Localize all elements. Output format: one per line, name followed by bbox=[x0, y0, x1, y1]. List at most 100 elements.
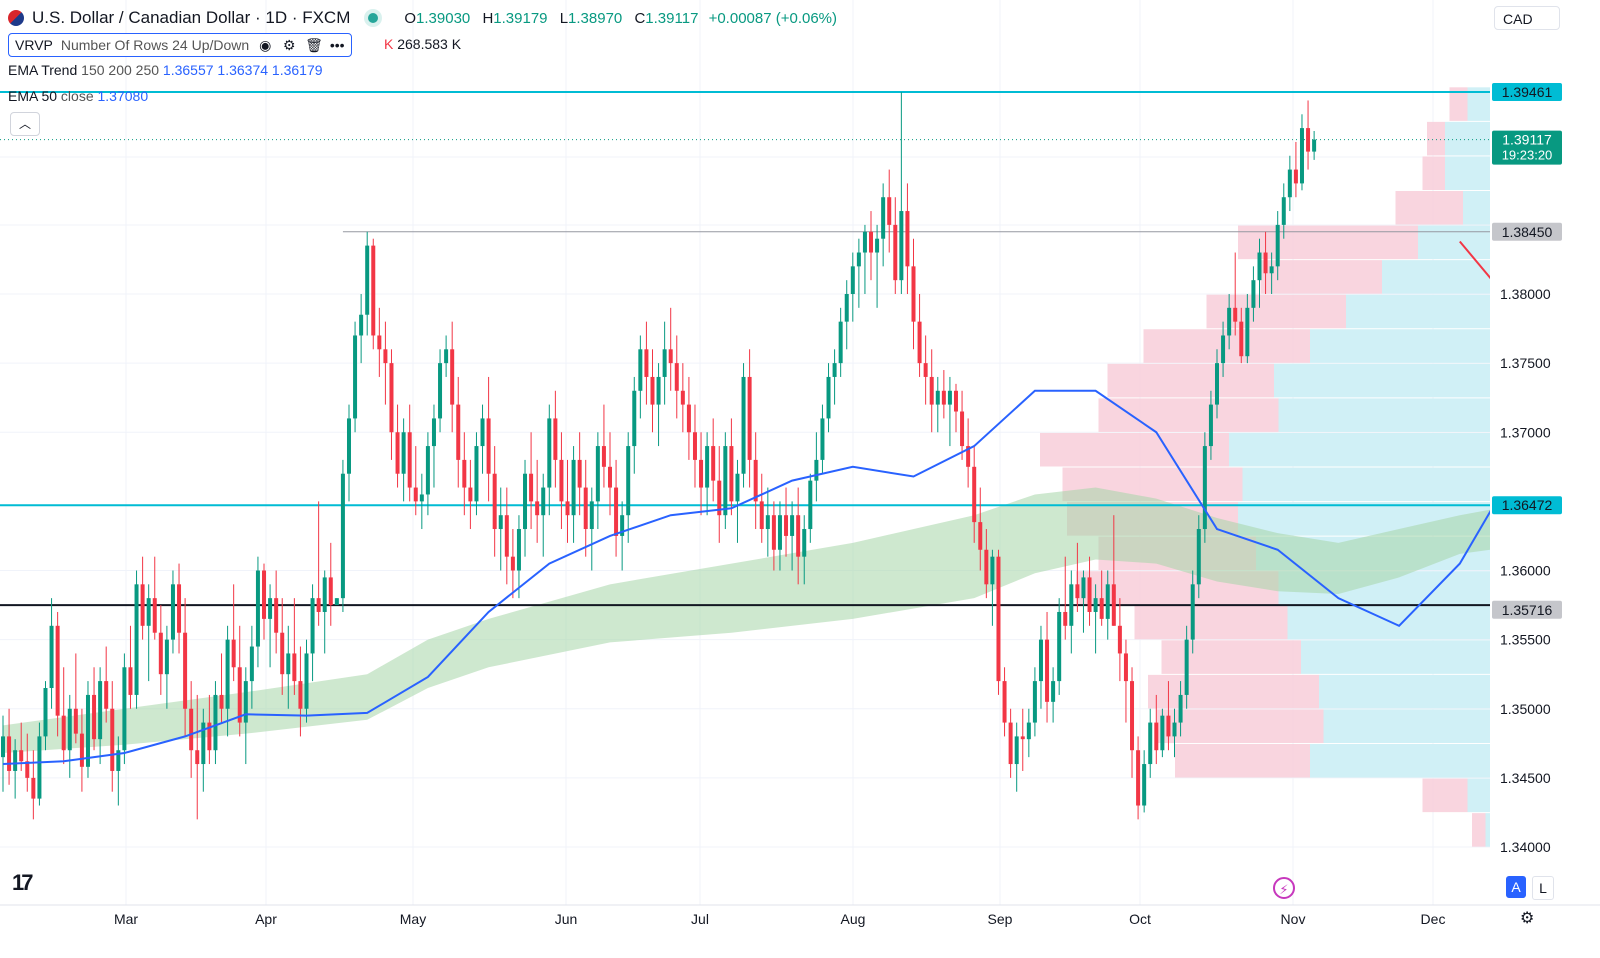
candle-body-50 bbox=[304, 653, 309, 709]
candle-body-54 bbox=[328, 577, 333, 606]
flash-icon[interactable]: ⚡ bbox=[1273, 877, 1295, 899]
candle-body-102 bbox=[620, 515, 625, 536]
candle-body-52 bbox=[316, 598, 321, 612]
candle-body-98 bbox=[595, 446, 600, 502]
candle-body-176 bbox=[1069, 584, 1074, 626]
candle-body-203 bbox=[1233, 307, 1238, 322]
candle-body-27 bbox=[164, 639, 169, 675]
candle-body-56 bbox=[340, 473, 345, 599]
symbol-header: U.S. Dollar / Canadian Dollar · 1D · FXC… bbox=[8, 8, 837, 28]
ema50-legend[interactable]: EMA 50 close 1.37080 bbox=[8, 88, 149, 104]
candle-body-156 bbox=[947, 390, 952, 405]
symbol-title[interactable]: U.S. Dollar / Canadian Dollar · 1D · FXC… bbox=[32, 8, 351, 27]
vp-down-4 bbox=[1134, 605, 1288, 640]
price-tag-label-0: 1.39461 bbox=[1502, 84, 1553, 100]
candle-body-73 bbox=[444, 349, 449, 364]
candle-body-91 bbox=[553, 418, 558, 460]
candle-body-186 bbox=[1130, 681, 1135, 751]
candle-body-146 bbox=[887, 197, 892, 225]
trash-icon[interactable]: 🗑 bbox=[305, 37, 323, 53]
ema-trend-legend[interactable]: EMA Trend 150 200 250 1.36557 1.36374 1.… bbox=[8, 62, 323, 78]
candle-body-24 bbox=[146, 598, 151, 626]
vp-up-3 bbox=[1301, 640, 1490, 674]
candle-body-70 bbox=[425, 446, 430, 495]
candle-body-169 bbox=[1026, 722, 1031, 740]
candle-body-80 bbox=[486, 418, 491, 474]
candle-body-174 bbox=[1057, 611, 1062, 682]
candle-body-182 bbox=[1105, 584, 1110, 619]
candle-body-76 bbox=[462, 459, 467, 488]
log-scale-button[interactable]: L bbox=[1532, 876, 1554, 900]
x-tick-label-2: May bbox=[400, 911, 426, 927]
more-icon[interactable]: ••• bbox=[329, 37, 345, 53]
candle-body-32 bbox=[195, 750, 200, 765]
candle-body-25 bbox=[152, 598, 157, 633]
candle-body-35 bbox=[213, 694, 218, 751]
candle-body-150 bbox=[911, 266, 916, 322]
candle-body-51 bbox=[310, 598, 315, 654]
candle-body-84 bbox=[510, 556, 515, 571]
settings-icon[interactable]: ⚙ bbox=[282, 37, 296, 53]
candle-body-71 bbox=[431, 418, 436, 447]
candle-body-160 bbox=[972, 466, 977, 523]
vp-down-11 bbox=[1107, 363, 1274, 398]
collapse-legend-button[interactable]: ︿ bbox=[10, 112, 40, 136]
candle-body-192 bbox=[1166, 715, 1171, 737]
candle-body-90 bbox=[547, 418, 552, 488]
price-change: +0.00087 (+0.06%) bbox=[708, 9, 838, 27]
tradingview-logo-icon[interactable]: 17 bbox=[12, 870, 34, 895]
candle-body-179 bbox=[1087, 577, 1092, 612]
candle-body-69 bbox=[419, 494, 424, 502]
candle-body-28 bbox=[170, 584, 175, 640]
candle-body-147 bbox=[893, 224, 898, 281]
eye-icon[interactable]: ◉ bbox=[259, 37, 272, 53]
price-tag-countdown: 19:23:20 bbox=[1502, 148, 1553, 163]
vp-down-17 bbox=[1422, 156, 1445, 191]
vp-up-10 bbox=[1278, 398, 1490, 432]
y-tick-label-5: 1.37000 bbox=[1500, 424, 1551, 440]
vrvp-params: Number Of Rows 24 Up/Down bbox=[60, 37, 250, 53]
candle-body-142 bbox=[862, 231, 867, 253]
candle-body-64 bbox=[389, 363, 394, 433]
x-tick-label-4: Jul bbox=[691, 911, 709, 927]
candle-body-85 bbox=[516, 529, 521, 571]
candle-body-57 bbox=[346, 418, 351, 474]
candle-body-6 bbox=[37, 736, 42, 799]
vp-up-8 bbox=[1242, 467, 1490, 502]
time-axis[interactable]: Mar Apr May Jun Jul Aug Sep Oct Nov Dec bbox=[0, 904, 1600, 927]
candle-body-214 bbox=[1299, 128, 1304, 184]
candle-body-152 bbox=[923, 363, 928, 377]
x-tick-label-7: Oct bbox=[1129, 911, 1151, 927]
candle-body-49 bbox=[298, 681, 303, 709]
candle-body-67 bbox=[407, 432, 412, 488]
auto-scale-button[interactable]: A bbox=[1506, 876, 1526, 898]
candle-body-195 bbox=[1184, 639, 1189, 695]
candle-body-29 bbox=[177, 584, 182, 633]
candle-body-155 bbox=[941, 390, 946, 405]
chart-settings-icon[interactable]: ⚙ bbox=[1520, 910, 1535, 927]
candle-body-7 bbox=[43, 688, 48, 737]
candle-body-36 bbox=[219, 694, 224, 709]
candle-body-60 bbox=[365, 245, 370, 315]
vp-down-18 bbox=[1427, 121, 1445, 156]
candle-body-126 bbox=[765, 515, 770, 530]
vp-down-0 bbox=[1175, 744, 1310, 778]
candle-body-143 bbox=[869, 231, 874, 253]
price-tag-bg-4 bbox=[1492, 600, 1562, 619]
vp-up-19 bbox=[1467, 87, 1490, 121]
candle-body-14 bbox=[85, 694, 90, 767]
horizontal-levels[interactable] bbox=[0, 91, 1490, 607]
price-tag-bg-2 bbox=[1492, 222, 1562, 241]
candle-body-202 bbox=[1227, 307, 1232, 336]
vrvp-legend[interactable]: VRVP Number Of Rows 24 Up/Down ◉ ⚙ 🗑 ••• bbox=[8, 33, 353, 57]
candle-body-212 bbox=[1287, 169, 1292, 198]
candle-body-116 bbox=[705, 446, 710, 488]
candle-body-206 bbox=[1251, 280, 1256, 308]
currency-button[interactable]: CAD bbox=[1494, 6, 1560, 30]
ema-ribbon-area bbox=[3, 487, 1545, 753]
candle-body-20 bbox=[122, 667, 127, 751]
candle-body-17 bbox=[104, 681, 109, 709]
candle-body-15 bbox=[92, 694, 97, 740]
candle-body-117 bbox=[711, 446, 716, 481]
